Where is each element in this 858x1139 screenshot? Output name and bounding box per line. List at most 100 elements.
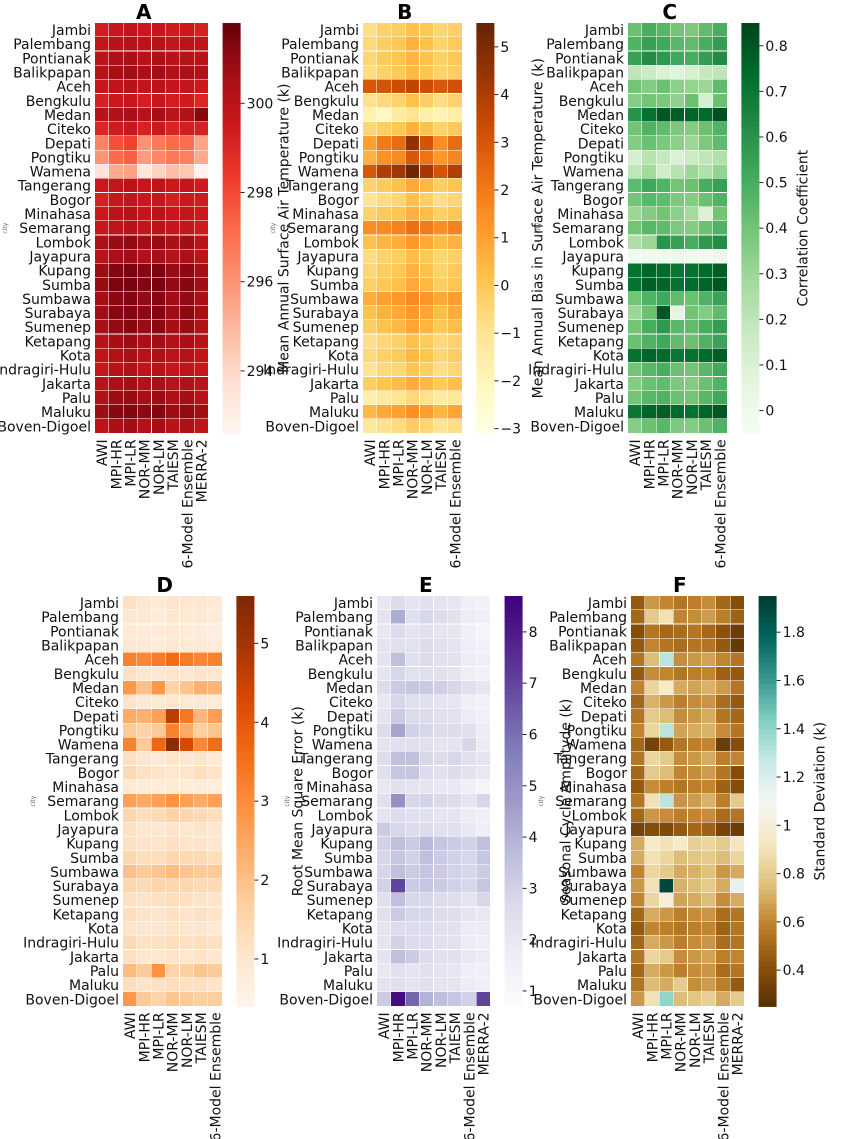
heatmap-cell	[730, 652, 744, 667]
heatmap-cell	[713, 263, 727, 278]
colorbar-segment	[504, 939, 523, 946]
colorbar-segment	[741, 151, 760, 157]
heatmap-cell	[713, 405, 727, 419]
heatmap-cell	[713, 320, 727, 334]
heatmap-cell	[448, 963, 462, 978]
heatmap-cell	[377, 23, 391, 37]
colorbar-segment	[236, 729, 255, 736]
heatmap-cell	[165, 822, 180, 836]
heatmap-cell	[476, 893, 490, 907]
heatmap-cell	[391, 610, 405, 624]
heatmap-cell	[645, 794, 659, 808]
heatmap-cell	[433, 737, 448, 752]
heatmap-cell	[659, 666, 673, 681]
heatmap-cell	[419, 794, 434, 808]
colorbar-segment	[236, 955, 255, 961]
heatmap-cell	[109, 390, 123, 405]
heatmap-cell	[151, 348, 166, 362]
heatmap-cell	[434, 164, 448, 179]
colorbar-segment	[504, 785, 523, 792]
heatmap-cell	[151, 405, 166, 419]
heatmap-cell	[377, 794, 391, 808]
colorbar-segment	[741, 120, 760, 127]
row-label: Jakarta	[69, 950, 119, 966]
heatmap-cell	[628, 277, 642, 292]
heatmap-cell	[165, 680, 180, 695]
colorbar-segment	[236, 626, 255, 633]
heatmap-cell	[123, 808, 137, 822]
heatmap-cell	[716, 680, 730, 695]
heatmap-cell	[208, 850, 222, 865]
colorbar-segment	[758, 924, 777, 931]
heatmap-cell	[405, 751, 419, 766]
colorbar-segment	[236, 708, 255, 715]
heatmap-cell	[391, 37, 405, 51]
heatmap-cell	[433, 921, 448, 935]
heatmap-cell	[684, 79, 699, 94]
column-label: 6-Model Ensemble	[716, 1012, 732, 1139]
heatmap-cell	[419, 164, 434, 179]
row-label: Palembang	[41, 610, 119, 626]
heatmap-cell	[659, 624, 673, 638]
colorbar-segment	[504, 801, 523, 807]
heatmap-cell	[462, 992, 476, 1006]
row-label: Palu	[598, 964, 627, 980]
colorbar-tick-label: 4	[500, 88, 509, 104]
heatmap-cell	[151, 291, 166, 306]
colorbar-segment	[222, 94, 241, 101]
heatmap-cell	[434, 263, 448, 278]
row-label: Sumenep	[307, 893, 373, 909]
heatmap-cell	[642, 23, 656, 37]
heatmap-cell	[673, 963, 688, 978]
colorbar-tick-label: 5	[529, 779, 538, 795]
colorbar-segment	[236, 903, 255, 910]
colorbar-segment	[741, 146, 760, 152]
colorbar-segment	[741, 33, 760, 39]
heatmap-cell	[645, 638, 659, 652]
heatmap-cell	[434, 390, 448, 405]
colorbar-segment	[504, 806, 523, 813]
heatmap-cell	[165, 596, 180, 610]
heatmap-cell	[151, 150, 166, 164]
heatmap-cell	[137, 596, 151, 610]
heatmap-cell	[180, 107, 194, 122]
heatmap-cell	[699, 93, 713, 108]
heatmap-cell	[208, 765, 222, 780]
colorbar-segment	[236, 985, 255, 992]
heatmap-cell	[165, 709, 180, 723]
colorbar-segment	[236, 949, 255, 956]
colorbar-segment	[236, 765, 255, 771]
heatmap-cell	[363, 277, 377, 292]
colorbar-segment	[222, 320, 241, 327]
colorbar-segment	[236, 796, 255, 802]
colorbar-segment	[504, 1001, 523, 1007]
heatmap-cell	[123, 277, 137, 292]
heatmap-cell	[165, 978, 180, 992]
heatmap-cell	[391, 836, 405, 851]
heatmap-cell	[377, 879, 391, 893]
row-label: Depati	[578, 136, 624, 152]
heatmap-cell	[391, 666, 405, 681]
heatmap-cell	[377, 596, 391, 610]
heatmap-cell	[645, 879, 659, 893]
column-label: 6-Model Ensemble	[208, 1012, 224, 1139]
heatmap-cell	[631, 907, 645, 921]
colorbar-segment	[741, 192, 760, 198]
heatmap-cell	[363, 334, 377, 348]
heatmap-cell	[476, 695, 490, 709]
heatmap-cell	[659, 638, 673, 652]
colorbar-segment	[741, 125, 760, 132]
heatmap-cell	[194, 893, 208, 907]
row-label: Lombok	[572, 808, 628, 824]
heatmap-cell	[194, 963, 208, 978]
row-label: Jayapura	[310, 822, 373, 838]
heatmap-cell	[123, 79, 137, 94]
column-label: TAIESM	[702, 1012, 718, 1064]
heatmap-cell	[137, 362, 152, 377]
colorbar-segment	[222, 361, 241, 368]
heatmap-cell	[687, 765, 702, 780]
colorbar-segment	[758, 806, 777, 813]
row-label: Pongtiku	[59, 723, 119, 739]
heatmap-cell	[95, 23, 109, 37]
colorbar-segment	[222, 151, 241, 157]
